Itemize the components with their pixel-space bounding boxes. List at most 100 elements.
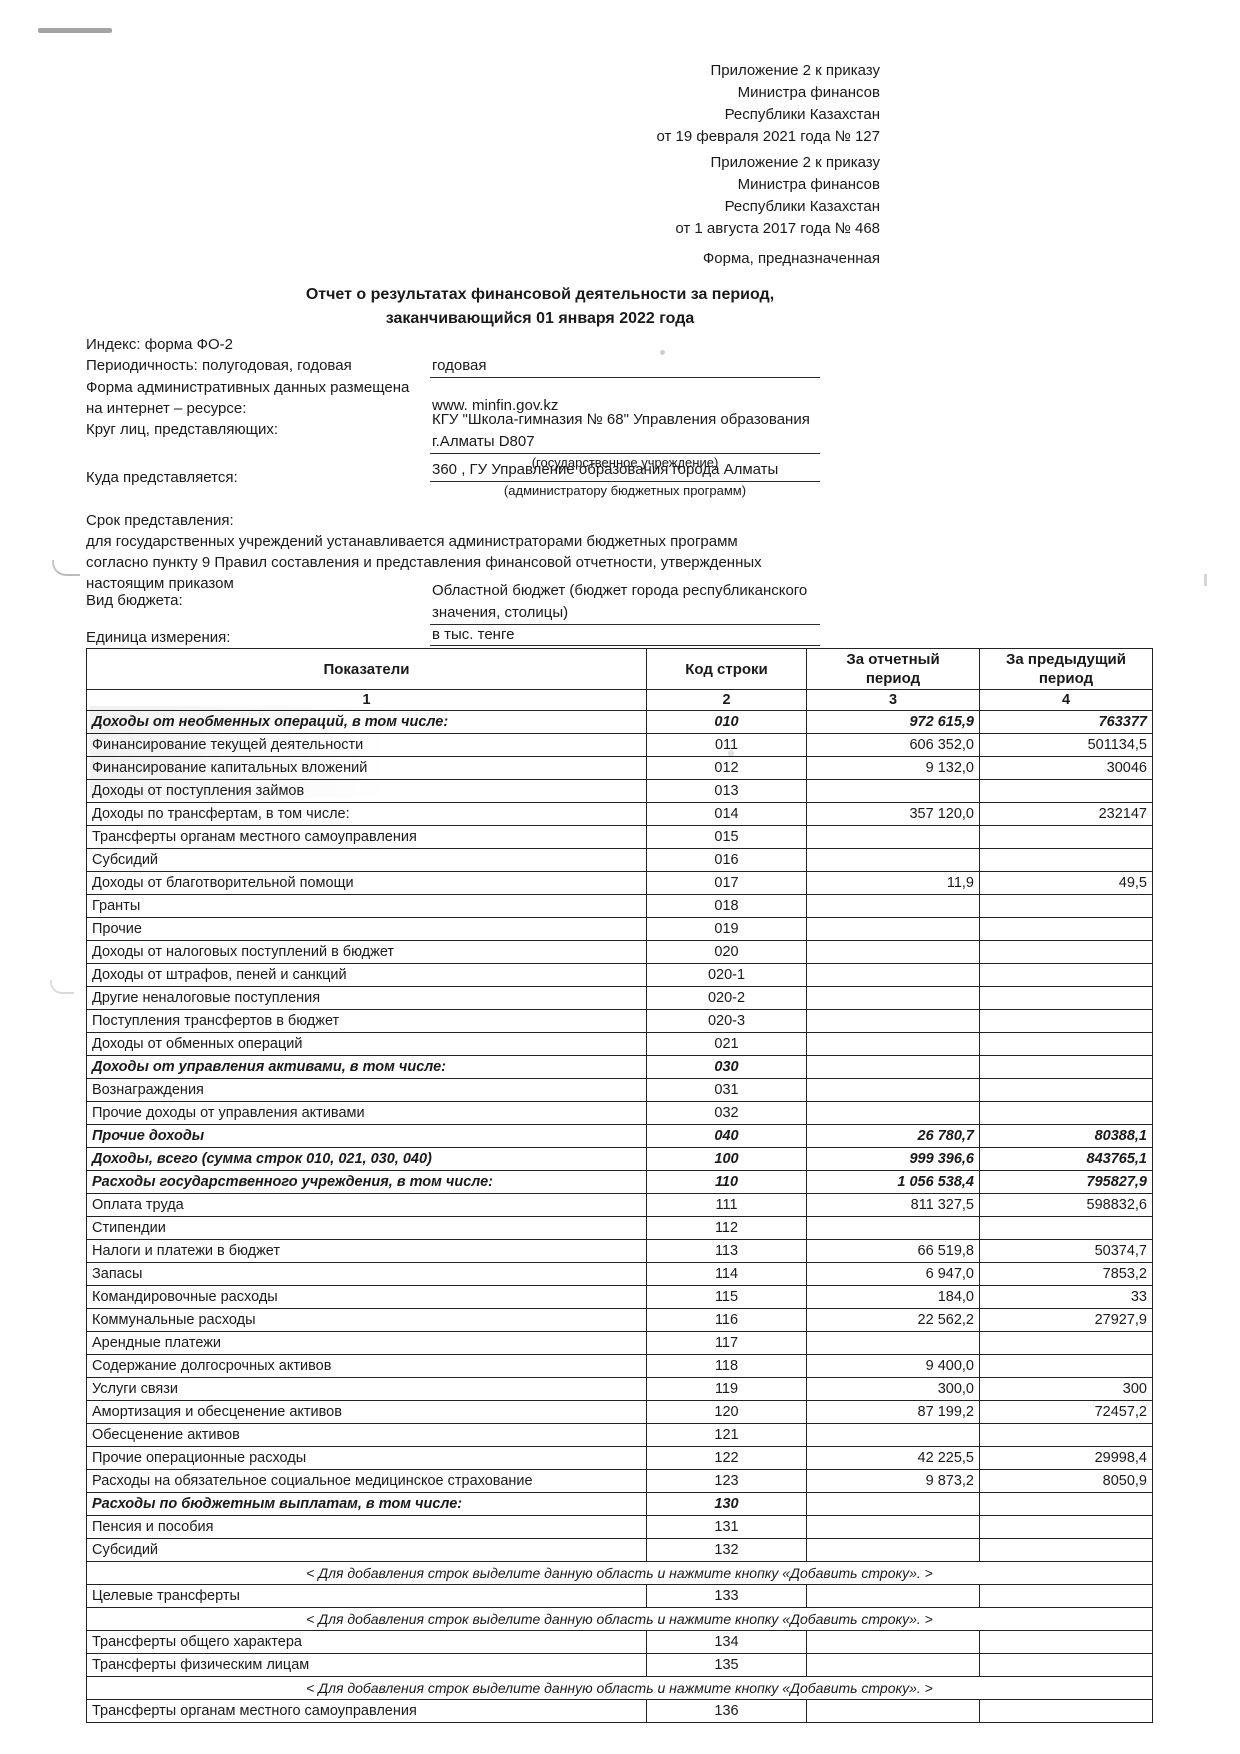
table-row[interactable]: Вознаграждения 031 [86, 1078, 1153, 1102]
cell-current-period[interactable] [806, 1009, 980, 1033]
cell-current-period[interactable] [806, 986, 980, 1010]
cell-current-period[interactable] [806, 1653, 980, 1677]
cell-previous-period[interactable] [979, 963, 1153, 987]
cell-current-period[interactable]: 11,9 [806, 871, 980, 895]
cell-current-period[interactable] [806, 848, 980, 872]
cell-current-period[interactable]: 87 199,2 [806, 1400, 980, 1424]
table-row[interactable]: Командировочные расходы 115 184,0 33 [86, 1285, 1153, 1309]
cell-current-period[interactable]: 999 396,6 [806, 1147, 980, 1171]
cell-current-period[interactable]: 26 780,7 [806, 1124, 980, 1148]
cell-previous-period[interactable] [979, 1699, 1153, 1723]
cell-previous-period[interactable]: 50374,7 [979, 1239, 1153, 1263]
table-row[interactable]: Оплата труда 111 811 327,5 598832,6 [86, 1193, 1153, 1217]
cell-previous-period[interactable] [979, 1423, 1153, 1447]
cell-previous-period[interactable]: 8050,9 [979, 1469, 1153, 1493]
cell-current-period[interactable] [806, 1423, 980, 1447]
table-row[interactable]: Трансферты органам местного самоуправлен… [86, 825, 1153, 849]
cell-previous-period[interactable]: 763377 [979, 710, 1153, 734]
table-row[interactable]: Амортизация и обесценение активов 120 87 1… [86, 1400, 1153, 1424]
cell-previous-period[interactable] [979, 894, 1153, 918]
cell-previous-period[interactable]: 33 [979, 1285, 1153, 1309]
table-row[interactable]: Прочие 019 [86, 917, 1153, 941]
table-row[interactable]: Расходы по бюджетным выплатам, в том чис… [86, 1492, 1153, 1516]
add-row-hint-text[interactable]: < Для добавления строк выделите данную о… [86, 1676, 1153, 1700]
table-row[interactable]: Доходы от налоговых поступлений в бюджет… [86, 940, 1153, 964]
table-row[interactable]: Арендные платежи 117 [86, 1331, 1153, 1355]
table-row[interactable]: Гранты 018 [86, 894, 1153, 918]
cell-current-period[interactable]: 811 327,5 [806, 1193, 980, 1217]
cell-current-period[interactable] [806, 1515, 980, 1539]
table-row[interactable]: Доходы от обменных операций 021 [86, 1032, 1153, 1056]
table-row[interactable]: Доходы от благотворительной помощи 017 11,… [86, 871, 1153, 895]
table-row[interactable]: Доходы от штрафов, пеней и санкций 020-1 [86, 963, 1153, 987]
table-row[interactable]: Другие неналоговые поступления 020-2 [86, 986, 1153, 1010]
cell-current-period[interactable]: 22 562,2 [806, 1308, 980, 1332]
table-row[interactable]: Коммунальные расходы 116 22 562,2 27927,9 [86, 1308, 1153, 1332]
cell-previous-period[interactable] [979, 986, 1153, 1010]
cell-current-period[interactable] [806, 1538, 980, 1562]
cell-previous-period[interactable] [979, 1216, 1153, 1240]
add-row-hint-row[interactable]: < Для добавления строк выделите данную о… [86, 1607, 1153, 1631]
cell-current-period[interactable]: 357 120,0 [806, 802, 980, 826]
cell-previous-period[interactable] [979, 825, 1153, 849]
table-row[interactable]: Финансирование капитальных вложений 012 9 … [86, 756, 1153, 780]
cell-current-period[interactable]: 6 947,0 [806, 1262, 980, 1286]
table-row[interactable]: Налоги и платежи в бюджет 113 66 519,8 5037… [86, 1239, 1153, 1263]
cell-current-period[interactable] [806, 1078, 980, 1102]
table-row[interactable]: Стипендии 112 [86, 1216, 1153, 1240]
table-row[interactable]: Пенсия и пособия 131 [86, 1515, 1153, 1539]
cell-previous-period[interactable] [979, 1538, 1153, 1562]
cell-current-period[interactable] [806, 825, 980, 849]
cell-previous-period[interactable] [979, 1492, 1153, 1516]
cell-previous-period[interactable] [979, 1078, 1153, 1102]
table-row[interactable]: Субсидий 016 [86, 848, 1153, 872]
table-row[interactable]: Расходы на обязательное социальное медиц… [86, 1469, 1153, 1493]
table-row[interactable]: Расходы государственного учреждения, в т… [86, 1170, 1153, 1194]
cell-previous-period[interactable]: 80388,1 [979, 1124, 1153, 1148]
table-row[interactable]: Трансферты физическим лицам 135 [86, 1653, 1153, 1677]
table-row[interactable]: Прочие доходы 040 26 780,7 80388,1 [86, 1124, 1153, 1148]
cell-current-period[interactable] [806, 940, 980, 964]
cell-previous-period[interactable] [979, 1331, 1153, 1355]
table-row[interactable]: Субсидий 132 [86, 1538, 1153, 1562]
table-row[interactable]: Запасы 114 6 947,0 7853,2 [86, 1262, 1153, 1286]
table-row[interactable]: Обесценение активов 121 [86, 1423, 1153, 1447]
table-row[interactable]: Поступления трансфертов в бюджет 020-3 [86, 1009, 1153, 1033]
cell-previous-period[interactable] [979, 779, 1153, 803]
table-row[interactable]: Трансферты органам местного самоуправлен… [86, 1699, 1153, 1723]
cell-previous-period[interactable] [979, 1354, 1153, 1378]
cell-previous-period[interactable] [979, 1055, 1153, 1079]
table-row[interactable]: Доходы от поступления займов 013 [86, 779, 1153, 803]
table-row[interactable]: Доходы от управления активами, в том чис… [86, 1055, 1153, 1079]
table-row[interactable]: Трансферты общего характера 134 [86, 1630, 1153, 1654]
cell-current-period[interactable] [806, 1630, 980, 1654]
table-row[interactable]: Финансирование текущей деятельности 011 60… [86, 733, 1153, 757]
cell-current-period[interactable] [806, 1101, 980, 1125]
table-row[interactable]: Целевые трансферты 133 [86, 1584, 1153, 1608]
table-row[interactable]: Доходы от необменных операций, в том чис… [86, 710, 1153, 734]
cell-previous-period[interactable]: 49,5 [979, 871, 1153, 895]
cell-current-period[interactable]: 66 519,8 [806, 1239, 980, 1263]
cell-previous-period[interactable] [979, 1101, 1153, 1125]
cell-previous-period[interactable] [979, 917, 1153, 941]
cell-current-period[interactable] [806, 1055, 980, 1079]
cell-previous-period[interactable]: 232147 [979, 802, 1153, 826]
table-row[interactable]: Прочие доходы от управления активами 032 [86, 1101, 1153, 1125]
cell-current-period[interactable]: 9 132,0 [806, 756, 980, 780]
table-row[interactable]: Содержание долгосрочных активов 118 9 400,… [86, 1354, 1153, 1378]
cell-current-period[interactable]: 1 056 538,4 [806, 1170, 980, 1194]
cell-previous-period[interactable] [979, 940, 1153, 964]
cell-current-period[interactable] [806, 1699, 980, 1723]
add-row-hint-row[interactable]: < Для добавления строк выделите данную о… [86, 1676, 1153, 1700]
cell-current-period[interactable]: 42 225,5 [806, 1446, 980, 1470]
cell-previous-period[interactable] [979, 1584, 1153, 1608]
cell-current-period[interactable] [806, 917, 980, 941]
cell-current-period[interactable]: 300,0 [806, 1377, 980, 1401]
cell-previous-period[interactable] [979, 1515, 1153, 1539]
cell-previous-period[interactable]: 300 [979, 1377, 1153, 1401]
cell-previous-period[interactable]: 27927,9 [979, 1308, 1153, 1332]
cell-current-period[interactable]: 9 873,2 [806, 1469, 980, 1493]
cell-previous-period[interactable] [979, 1653, 1153, 1677]
cell-previous-period[interactable]: 843765,1 [979, 1147, 1153, 1171]
cell-previous-period[interactable] [979, 1032, 1153, 1056]
